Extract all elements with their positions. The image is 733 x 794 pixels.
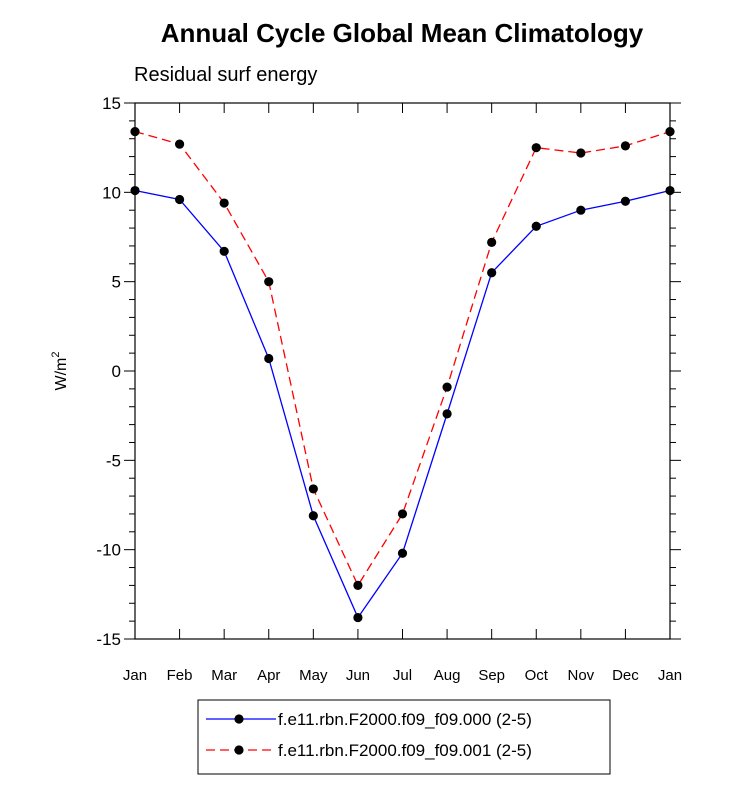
x-tick-label: Feb bbox=[167, 667, 193, 684]
data-point-series-1 bbox=[620, 141, 631, 151]
data-point-series-0 bbox=[531, 221, 541, 231]
data-point-series-0 bbox=[665, 185, 675, 196]
data-point-series-1 bbox=[264, 277, 274, 287]
x-tick-label: Jan bbox=[123, 667, 147, 684]
y-axis-label-superscript: 2 bbox=[50, 352, 62, 358]
x-tick-label: Jun bbox=[346, 667, 370, 684]
x-tick-label: Oct bbox=[525, 667, 549, 684]
data-point-series-1 bbox=[442, 382, 452, 392]
x-tick-label: Jan bbox=[658, 667, 682, 684]
y-tick-label: -5 bbox=[106, 451, 121, 470]
data-point-series-0 bbox=[219, 246, 229, 256]
x-tick-label: Dec bbox=[612, 667, 639, 684]
data-point-series-1 bbox=[665, 126, 675, 137]
legend-label-1: f.e11.rbn.F2000.f09_f09.001 (2-5) bbox=[278, 741, 532, 760]
x-tick-label: Mar bbox=[211, 667, 237, 684]
data-point-series-1 bbox=[531, 143, 541, 153]
legend-marker-1 bbox=[234, 745, 244, 755]
x-tick-label: Apr bbox=[257, 667, 280, 684]
data-point-series-0 bbox=[487, 268, 497, 278]
data-point-series-0 bbox=[576, 205, 586, 215]
y-tick-label: 5 bbox=[112, 273, 121, 292]
data-point-series-1 bbox=[576, 148, 586, 158]
x-tick-label: Sep bbox=[478, 667, 505, 684]
series-layer bbox=[130, 126, 675, 623]
x-axis-ticks: Jan Feb Mar Apr May Jun Jul Aug Sep Oct Nov Dec Jan bbox=[123, 103, 682, 684]
data-point-series-0 bbox=[130, 185, 140, 196]
y-axis-label-text: W/m bbox=[53, 358, 70, 391]
data-point-series-0 bbox=[353, 612, 363, 623]
data-point-series-1 bbox=[219, 198, 229, 208]
y-axis-ticks: 15 10 5 0 -5 -10 -15 bbox=[96, 94, 681, 649]
data-point-series-0 bbox=[442, 409, 452, 419]
y-tick-label: -15 bbox=[96, 630, 121, 649]
data-point-series-1 bbox=[308, 484, 318, 494]
chart-subtitle: Residual surf energy bbox=[134, 64, 317, 86]
data-point-series-1 bbox=[174, 139, 185, 149]
y-axis-label: W/m2 bbox=[50, 352, 70, 391]
y-tick-label: 10 bbox=[102, 183, 121, 202]
y-tick-label: 0 bbox=[112, 362, 121, 381]
x-tick-label: May bbox=[299, 667, 328, 684]
plot-frame bbox=[134, 102, 671, 640]
y-tick-label: 15 bbox=[102, 94, 121, 113]
x-tick-label: Aug bbox=[434, 667, 461, 684]
data-point-series-1 bbox=[130, 126, 140, 137]
legend-box bbox=[197, 699, 611, 775]
legend-label-0: f.e11.rbn.F2000.f09_f09.000 (2-5) bbox=[278, 710, 532, 729]
y-tick-label: -10 bbox=[96, 541, 121, 560]
legend: f.e11.rbn.F2000.f09_f09.000 (2-5) f.e11.r… bbox=[197, 699, 611, 775]
data-point-series-0 bbox=[397, 548, 408, 558]
data-point-series-1 bbox=[487, 237, 497, 247]
x-tick-label: Nov bbox=[567, 667, 594, 684]
data-point-series-0 bbox=[308, 511, 318, 521]
data-point-series-0 bbox=[620, 196, 631, 206]
data-point-series-0 bbox=[174, 194, 185, 205]
data-point-series-1 bbox=[353, 580, 363, 591]
chart-title: Annual Cycle Global Mean Climatology bbox=[161, 18, 644, 48]
legend-marker-0 bbox=[234, 714, 244, 724]
x-tick-label: Jul bbox=[393, 667, 412, 684]
data-point-series-0 bbox=[264, 353, 274, 364]
data-point-series-1 bbox=[397, 509, 408, 519]
